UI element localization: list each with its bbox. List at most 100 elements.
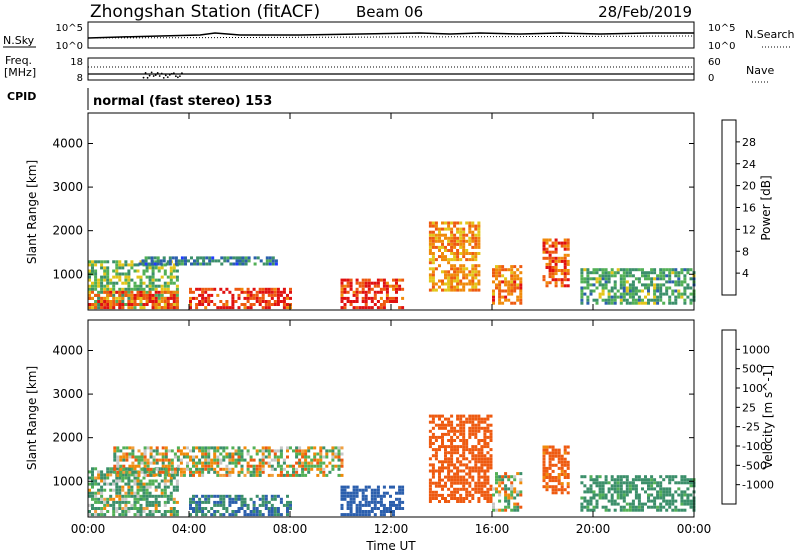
echo-cell — [554, 247, 558, 251]
echo-cell — [542, 448, 546, 452]
echo-cell — [216, 449, 220, 453]
echo-cell — [548, 473, 552, 476]
echo-cell — [434, 435, 438, 439]
echo-cell — [462, 414, 466, 418]
echo-cell — [100, 473, 104, 477]
echo-cell — [671, 280, 675, 284]
echo-cell — [124, 503, 128, 507]
echo-cell — [659, 292, 663, 296]
echo-cell — [641, 289, 644, 293]
echo-cell — [637, 268, 641, 272]
echo-cell — [169, 303, 173, 306]
echo-cell — [139, 494, 143, 498]
echo-cell — [112, 507, 116, 510]
echo-cell — [592, 490, 596, 494]
echo-cell — [118, 303, 122, 306]
echo-cell — [349, 287, 353, 291]
echo-cell — [551, 485, 555, 489]
echo-cell — [229, 256, 233, 260]
echo-cell — [137, 464, 141, 468]
echo-cell — [680, 280, 684, 284]
echo-cell — [268, 259, 272, 263]
echo-cell — [97, 488, 101, 492]
echo-cell — [112, 510, 116, 513]
echo-cell — [586, 490, 590, 494]
echo-cell — [677, 481, 681, 485]
echo-cell — [477, 439, 481, 442]
echo-cell — [154, 503, 158, 507]
echo-cell — [560, 244, 564, 248]
echo-cell — [474, 236, 478, 240]
echo-cell — [145, 507, 149, 510]
echo-cell — [148, 275, 152, 279]
echo-cell — [671, 478, 675, 482]
echo-cell — [601, 277, 605, 281]
echo-cell — [659, 277, 663, 281]
echo-cell — [234, 464, 238, 468]
echo-cell — [554, 256, 558, 260]
echo-cell — [507, 505, 511, 509]
noise-right-tick-top: 10^5 — [708, 23, 735, 34]
echo-cell — [444, 417, 447, 421]
nave-scatter — [142, 71, 183, 79]
echo-cell — [513, 502, 517, 506]
echo-cell — [583, 484, 587, 488]
echo-cell — [361, 497, 365, 501]
echo-cell — [607, 292, 611, 296]
echo-cell — [286, 464, 289, 468]
echo-cell — [686, 502, 690, 506]
echo-cell — [459, 500, 463, 503]
echo-cell — [252, 287, 256, 291]
echo-cell — [152, 455, 156, 459]
echo-cell — [109, 497, 113, 501]
echo-cell — [504, 493, 508, 497]
echo-cell — [189, 458, 192, 462]
echo-cell — [142, 494, 146, 498]
echo-cell — [136, 275, 140, 279]
echo-cell — [261, 306, 265, 310]
echo-cell — [118, 260, 122, 264]
echo-cell — [88, 269, 91, 273]
echo-cell — [355, 296, 359, 300]
echo-cell — [196, 256, 200, 260]
echo-cell — [219, 452, 223, 456]
echo-cell — [395, 507, 398, 510]
echo-cell — [589, 496, 593, 500]
echo-cell — [148, 513, 152, 517]
echo-cell — [225, 303, 229, 306]
echo-cell — [616, 268, 620, 272]
echo-cell — [674, 274, 678, 278]
echo-cell — [349, 513, 353, 517]
echo-cell — [634, 505, 638, 509]
echo-cell — [674, 283, 678, 287]
echo-cell — [580, 508, 584, 512]
echo-cell — [154, 488, 158, 492]
echo-cell — [680, 292, 684, 296]
echo-cell — [513, 286, 517, 290]
echo-cell — [444, 454, 447, 458]
echo-cell — [513, 271, 517, 275]
echo-cell — [471, 270, 475, 274]
echo-cell — [441, 497, 444, 500]
echo-cell — [631, 481, 635, 485]
echo-cell — [106, 476, 110, 480]
nave-dot — [154, 74, 157, 76]
echo-cell — [450, 414, 454, 418]
echo-cell — [471, 432, 475, 436]
echo-cell — [683, 481, 687, 485]
echo-cell — [189, 287, 192, 291]
echo-cell — [166, 287, 170, 291]
echo-cell — [237, 287, 241, 291]
echo-cell — [94, 260, 98, 264]
echo-cell — [471, 236, 475, 240]
echo-cell — [286, 306, 289, 310]
echo-cell — [211, 256, 215, 260]
echo-cell — [441, 414, 444, 418]
echo-cell — [134, 464, 138, 468]
echo-cell — [138, 262, 142, 266]
echo-cell — [622, 295, 626, 299]
echo-cell — [113, 464, 117, 468]
echo-cell — [592, 283, 596, 287]
echo-cell — [477, 245, 481, 249]
echo-cell — [480, 490, 484, 494]
